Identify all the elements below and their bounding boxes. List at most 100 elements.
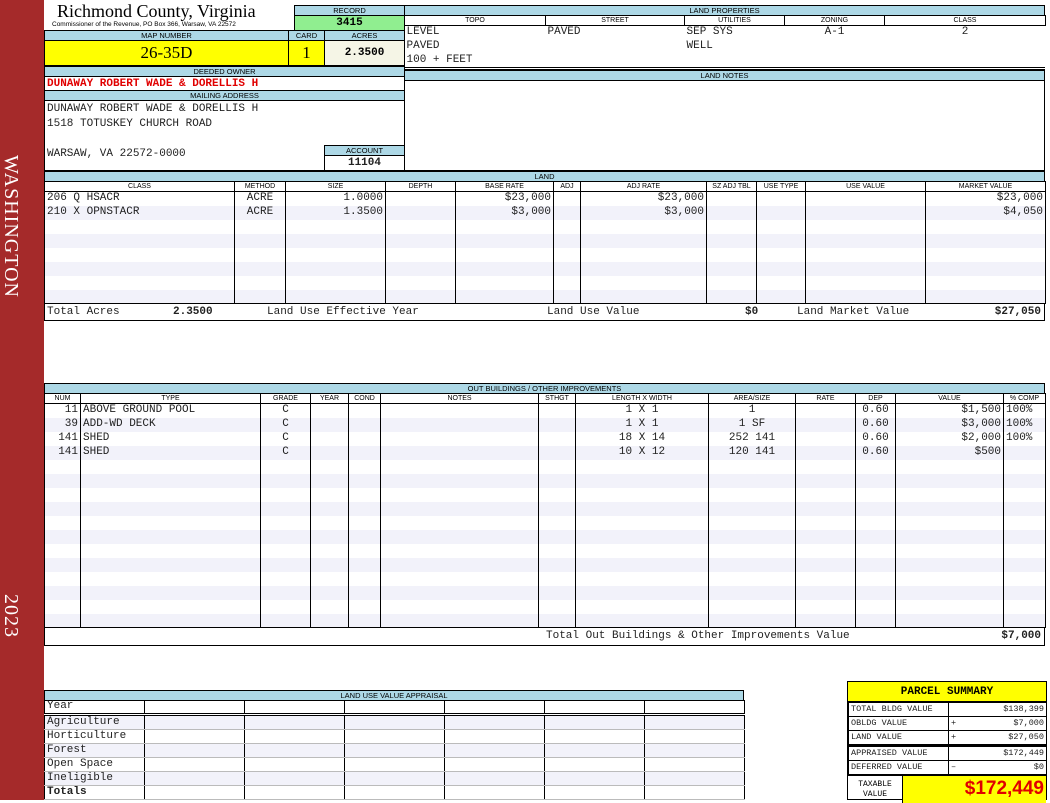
table-cell: [706, 191, 757, 206]
summary-label: DEFERRED VALUE: [848, 760, 949, 775]
table-cell: [444, 757, 545, 772]
table-cell: [756, 191, 806, 206]
table-cell: 11: [44, 403, 81, 418]
table-cell: [575, 599, 709, 614]
table-row: [44, 473, 1046, 488]
table-cell: [455, 275, 554, 290]
table-cell: [708, 585, 796, 600]
land-notes-area: [404, 80, 1045, 171]
table-cell: [285, 289, 386, 304]
table-cell: [895, 571, 1004, 586]
table-cell: [348, 473, 381, 488]
table-cell: [44, 585, 81, 600]
column-header: GRADE: [260, 393, 311, 404]
table-cell: [44, 459, 81, 474]
table-cell: [380, 599, 539, 614]
page-title: Richmond County, Virginia: [57, 1, 256, 21]
table-cell: [455, 219, 554, 234]
table-row: [44, 219, 1046, 234]
table-cell: [244, 714, 345, 730]
col-utilities: UTILITIES: [684, 15, 785, 26]
table-cell: [380, 445, 539, 460]
table-cell: [795, 599, 856, 614]
table-cell: [1003, 529, 1046, 544]
table-cell: [80, 529, 261, 544]
table-cell: [895, 487, 1004, 502]
land-totals-row: Total Acres 2.3500 Land Use Effective Ye…: [44, 303, 1045, 321]
table-cell: [380, 515, 539, 530]
table-cell: 252 141: [708, 431, 796, 446]
table-row: [44, 599, 1046, 614]
table-cell: [310, 431, 349, 446]
table-row: [44, 487, 1046, 502]
table-cell: [1003, 445, 1046, 460]
table-cell: [1003, 515, 1046, 530]
summary-label: LAND VALUE: [848, 730, 949, 746]
column-header: USE VALUE: [805, 181, 926, 192]
col-street: STREET: [545, 15, 685, 26]
table-cell: [144, 757, 245, 772]
table-cell: [310, 529, 349, 544]
column-header: AREA/SIZE: [708, 393, 796, 404]
table-cell: 39: [44, 417, 81, 432]
table-cell: [1003, 487, 1046, 502]
table-row: 141 SHED C 10 X 12 120 141 0.60 $500: [44, 445, 1046, 460]
table-cell: [234, 219, 286, 234]
table-cell: [310, 487, 349, 502]
table-cell: [855, 543, 896, 558]
table-cell: [380, 459, 539, 474]
table-cell: [380, 585, 539, 600]
table-cell: 0.60: [855, 403, 896, 418]
table-cell: [244, 771, 345, 786]
table-cell: [310, 459, 349, 474]
table-cell: [348, 529, 381, 544]
table-cell: [380, 571, 539, 586]
land-table: CLASS METHOD SIZE DEPTH BASE RATE ADJ ADJ RATE…: [44, 181, 1046, 304]
table-cell: [580, 289, 707, 304]
table-cell: [925, 275, 1046, 290]
table-row: [44, 571, 1046, 586]
table-cell: [444, 771, 545, 786]
table-row: Agriculture: [44, 714, 745, 730]
table-cell: 0.60: [855, 417, 896, 432]
summary-value: $138,399: [1003, 704, 1044, 714]
table-cell: [553, 191, 581, 206]
table-cell: [708, 557, 796, 572]
table-cell: [444, 785, 545, 800]
column-header: TYPE: [80, 393, 261, 404]
table-cell: [260, 501, 311, 516]
table-row: [44, 233, 1046, 248]
table-cell: [380, 417, 539, 432]
table-row: 11 ABOVE GROUND POOL C 1 X 1 1 0.60 $1,500 100%: [44, 403, 1046, 418]
table-cell: [708, 487, 796, 502]
record-number: 3415: [294, 15, 405, 31]
table-cell: [756, 233, 806, 248]
table-cell: [80, 487, 261, 502]
table-cell: [855, 487, 896, 502]
table-cell: [553, 261, 581, 276]
table-cell: [80, 459, 261, 474]
table-cell: [1003, 613, 1046, 628]
table-cell: [895, 613, 1004, 628]
summary-label: APPRAISED VALUE: [848, 744, 949, 761]
table-cell: 1 X 1: [575, 417, 709, 432]
summary-value-cell: $138,399: [948, 702, 1047, 717]
column-header: NUM: [44, 393, 81, 404]
table-cell: [144, 785, 245, 800]
table-row: [44, 261, 1046, 276]
summary-row: APPRAISED VALUE $172,449: [848, 744, 1047, 761]
table-cell: Totals: [44, 785, 145, 800]
column-header: STHGT: [538, 393, 576, 404]
table-cell: [385, 219, 456, 234]
table-cell: [855, 571, 896, 586]
table-cell: [44, 571, 81, 586]
summary-value: $0: [1033, 762, 1044, 772]
map-number: 26-35D: [44, 40, 289, 66]
table-cell: [580, 247, 707, 262]
table-cell: [44, 487, 81, 502]
table-cell: [538, 473, 576, 488]
tax-year: 2023: [0, 594, 22, 638]
table-cell: [310, 613, 349, 628]
table-cell: 0.60: [855, 431, 896, 446]
